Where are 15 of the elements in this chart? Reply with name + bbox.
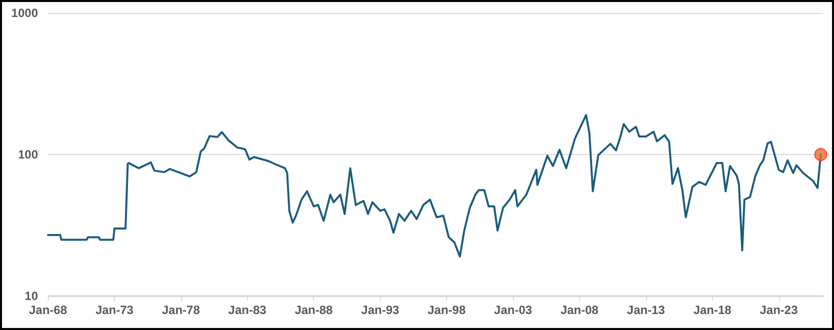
x-tick-label: Jan-88 xyxy=(294,303,334,317)
x-tick-label: Jan-78 xyxy=(162,303,200,317)
x-tick-label: Jan-93 xyxy=(361,303,400,317)
y-tick-label: 10 xyxy=(24,289,38,303)
x-tick-label: Jan-18 xyxy=(693,303,732,317)
x-tick-label: Jan-03 xyxy=(494,303,532,317)
x-tick-label: Jan-83 xyxy=(228,303,267,317)
y-tick-label: 100 xyxy=(18,148,38,162)
x-tick-label: Jan-08 xyxy=(560,303,599,317)
x-tick-label: Jan-98 xyxy=(428,303,466,317)
x-tick-label: Jan-23 xyxy=(760,303,798,317)
x-tick-label: Jan-73 xyxy=(95,303,134,317)
x-tick-label: Jan-13 xyxy=(626,303,666,317)
x-tick-label: Jan-68 xyxy=(28,303,68,317)
y-tick-label: 1000 xyxy=(11,6,38,20)
